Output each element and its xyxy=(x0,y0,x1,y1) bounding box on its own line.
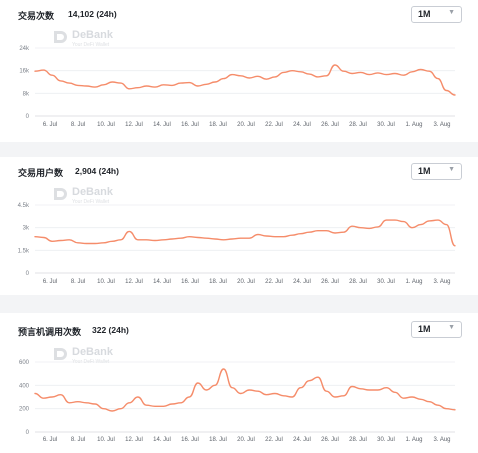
x-tick-label: 8. Jul xyxy=(71,437,85,443)
y-tick-label: 400 xyxy=(19,383,30,389)
x-tick-label: 12. Jul xyxy=(125,122,143,128)
time-range-value: 1M xyxy=(418,9,431,19)
tx-users-panel: 交易用户数 2,904 (24h) 1M ▼ DeBank Your DeFi … xyxy=(0,157,478,295)
x-tick-label: 10. Jul xyxy=(97,279,115,285)
time-range-select[interactable]: 1M ▼ xyxy=(411,6,462,23)
x-tick-label: 18. Jul xyxy=(209,279,227,285)
time-range-value: 1M xyxy=(418,166,431,176)
debank-logo-icon xyxy=(54,188,67,200)
tx-count-chart: 0 8k 16k 24k 6. Jul 8. Jul 10. Jul 12. Jul 14. J… xyxy=(19,46,456,128)
x-tick-label: 14. Jul xyxy=(153,437,171,443)
x-tick-label: 20. Jul xyxy=(237,437,255,443)
x-tick-label: 3. Aug xyxy=(433,437,450,443)
x-tick-label: 8. Jul xyxy=(71,279,85,285)
x-tick-label: 3. Aug xyxy=(433,122,450,128)
oracle-calls-panel: 预言机调用次数 322 (24h) 1M ▼ DeBank Your DeFi … xyxy=(0,313,478,453)
panel-stat: 322 (24h) xyxy=(92,325,129,335)
brand-name: DeBank xyxy=(72,346,113,358)
x-tick-label: 18. Jul xyxy=(209,122,227,128)
y-tick-label: 0 xyxy=(26,271,30,277)
x-tick-label: 22. Jul xyxy=(265,122,283,128)
panel-stat: 14,102 (24h) xyxy=(68,9,117,19)
x-tick-label: 1. Aug xyxy=(405,437,422,443)
x-tick-label: 14. Jul xyxy=(153,122,171,128)
x-tick-label: 6. Jul xyxy=(43,122,57,128)
x-tick-label: 16. Jul xyxy=(181,122,199,128)
x-tick-label: 16. Jul xyxy=(181,279,199,285)
chevron-down-icon: ▼ xyxy=(448,9,455,16)
x-tick-label: 1. Aug xyxy=(405,279,422,285)
time-range-value: 1M xyxy=(418,324,431,334)
series-line xyxy=(34,64,456,96)
x-tick-label: 14. Jul xyxy=(153,279,171,285)
x-tick-label: 26. Jul xyxy=(321,437,339,443)
panel-title: 交易次数 xyxy=(18,11,55,21)
x-tick-label: 30. Jul xyxy=(377,437,395,443)
y-tick-label: 0 xyxy=(26,114,30,120)
y-tick-label: 600 xyxy=(19,360,30,366)
x-tick-label: 12. Jul xyxy=(125,437,143,443)
y-tick-label: 8k xyxy=(23,91,30,97)
tx-users-chart: 0 1.5k 3k 4.5k 6. Jul 8. Jul 10. Jul 12. Jul 14.… xyxy=(18,203,456,285)
x-tick-label: 1. Aug xyxy=(405,122,422,128)
x-tick-label: 26. Jul xyxy=(321,122,339,128)
tx-count-panel: 交易次数 14,102 (24h) 1M ▼ DeBank Your DeFi … xyxy=(0,0,478,142)
x-tick-label: 24. Jul xyxy=(293,279,311,285)
y-tick-label: 1.5k xyxy=(18,248,30,254)
y-tick-label: 24k xyxy=(19,46,30,52)
x-tick-label: 30. Jul xyxy=(377,279,395,285)
debank-logo-icon xyxy=(54,348,67,360)
x-tick-label: 6. Jul xyxy=(43,279,57,285)
x-tick-label: 28. Jul xyxy=(349,437,367,443)
y-tick-label: 4.5k xyxy=(18,203,30,209)
x-tick-label: 28. Jul xyxy=(349,122,367,128)
oracle-calls-chart: 0 200 400 600 6. Jul 8. Jul 10. Jul 12. Jul 14. … xyxy=(19,360,456,443)
debank-logo-icon xyxy=(54,31,67,43)
x-tick-label: 26. Jul xyxy=(321,279,339,285)
y-tick-label: 16k xyxy=(19,69,30,75)
panel-title: 交易用户数 xyxy=(18,168,64,178)
chevron-down-icon: ▼ xyxy=(448,324,455,331)
x-tick-label: 3. Aug xyxy=(433,279,450,285)
x-tick-label: 24. Jul xyxy=(293,437,311,443)
x-tick-label: 18. Jul xyxy=(209,437,227,443)
x-tick-label: 24. Jul xyxy=(293,122,311,128)
x-tick-label: 8. Jul xyxy=(71,122,85,128)
x-tick-label: 10. Jul xyxy=(97,437,115,443)
y-tick-label: 200 xyxy=(19,407,30,413)
x-tick-label: 22. Jul xyxy=(265,279,283,285)
x-tick-label: 28. Jul xyxy=(349,279,367,285)
x-tick-label: 12. Jul xyxy=(125,279,143,285)
x-tick-label: 30. Jul xyxy=(377,122,395,128)
panel-stat: 2,904 (24h) xyxy=(75,166,119,176)
x-tick-label: 16. Jul xyxy=(181,437,199,443)
brand-tagline: Your DeFi Wallet xyxy=(72,42,110,48)
x-tick-label: 6. Jul xyxy=(43,437,57,443)
panel-title: 预言机调用次数 xyxy=(18,327,82,337)
time-range-select[interactable]: 1M ▼ xyxy=(411,163,462,180)
y-tick-label: 3k xyxy=(23,226,30,232)
brand-name: DeBank xyxy=(72,186,113,198)
x-tick-label: 20. Jul xyxy=(237,122,255,128)
time-range-select[interactable]: 1M ▼ xyxy=(411,321,462,338)
chevron-down-icon: ▼ xyxy=(448,166,455,173)
x-tick-label: 10. Jul xyxy=(97,122,115,128)
x-tick-label: 22. Jul xyxy=(265,437,283,443)
series-line xyxy=(34,368,456,412)
y-tick-label: 0 xyxy=(26,430,30,436)
series-line xyxy=(34,219,456,247)
brand-name: DeBank xyxy=(72,29,113,41)
brand-tagline: Your DeFi Wallet xyxy=(72,199,110,205)
x-tick-label: 20. Jul xyxy=(237,279,255,285)
